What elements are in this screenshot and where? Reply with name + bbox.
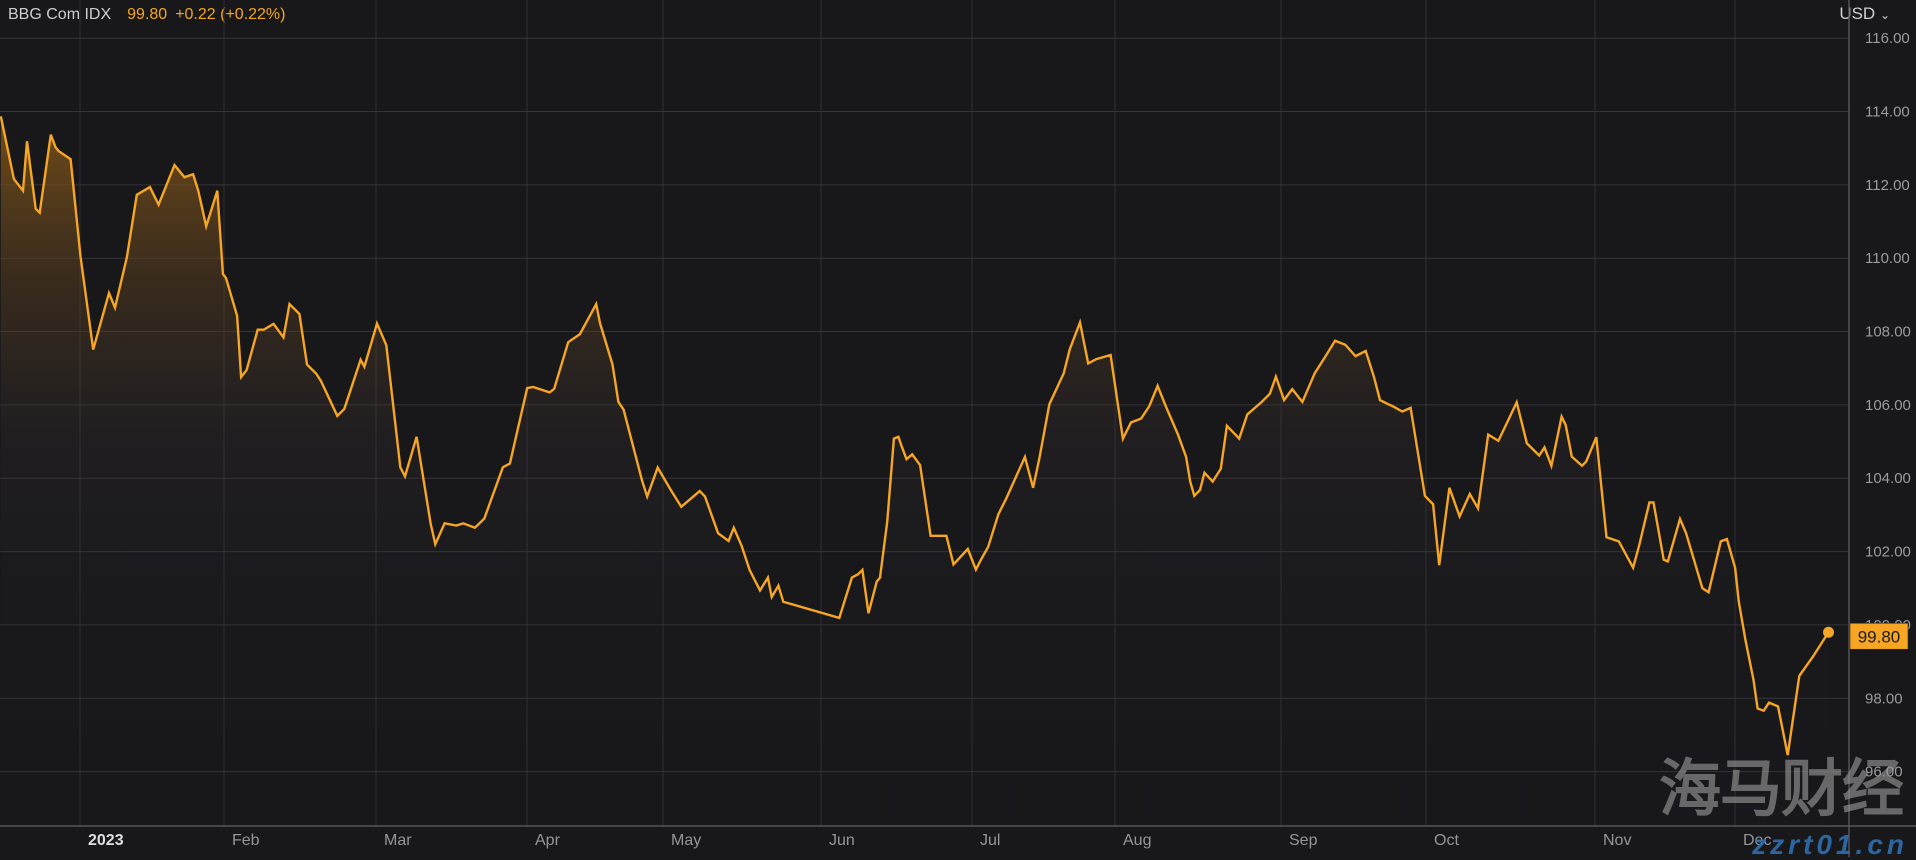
- svg-text:104.00: 104.00: [1865, 470, 1911, 487]
- svg-text:112.00: 112.00: [1865, 177, 1910, 194]
- svg-text:110.00: 110.00: [1865, 250, 1910, 267]
- svg-text:99.80: 99.80: [1858, 627, 1901, 646]
- svg-text:116.00: 116.00: [1865, 30, 1910, 47]
- svg-text:106.00: 106.00: [1865, 397, 1911, 414]
- svg-text:114.00: 114.00: [1865, 104, 1910, 121]
- svg-text:102.00: 102.00: [1865, 544, 1911, 561]
- svg-text:108.00: 108.00: [1865, 324, 1911, 341]
- svg-text:98.00: 98.00: [1865, 690, 1903, 707]
